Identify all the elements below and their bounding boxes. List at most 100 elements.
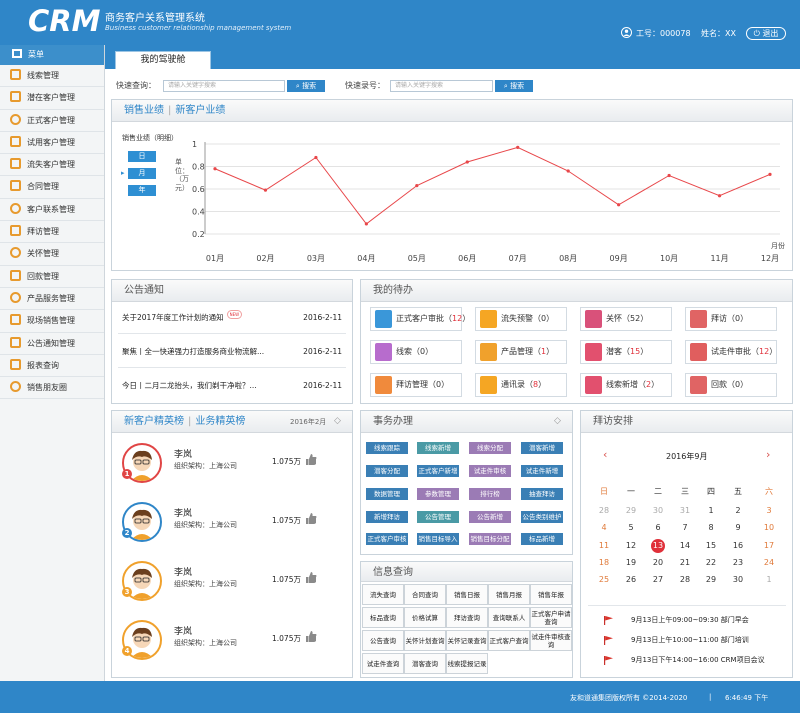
affair-tag[interactable]: 正式客户审核 bbox=[366, 533, 408, 545]
calendar-day[interactable]: 6 bbox=[655, 523, 661, 532]
next-month-icon[interactable]: › bbox=[766, 448, 771, 461]
info-query-cell[interactable]: 试走件审核查询 bbox=[530, 630, 572, 651]
info-query-cell[interactable]: 正式客户查询 bbox=[488, 630, 530, 651]
affair-tag[interactable]: 参数管理 bbox=[417, 488, 459, 500]
sidebar-item-customer-contact[interactable]: 客户联系管理 bbox=[0, 199, 104, 222]
affair-tag[interactable]: 试走件审核 bbox=[469, 465, 511, 477]
info-query-cell[interactable]: 公告查询 bbox=[362, 630, 404, 651]
info-query-cell[interactable]: 关怀记录查询 bbox=[446, 630, 488, 651]
calendar-day[interactable]: 23 bbox=[732, 558, 744, 567]
calendar-day[interactable]: 20 bbox=[652, 558, 664, 567]
todo-item[interactable]: 产品管理（1） bbox=[475, 340, 567, 364]
ranking-member[interactable]: 4 李岚 组织架构：上海公司 1.075万 bbox=[122, 620, 347, 668]
sidebar-header[interactable]: 菜单 bbox=[0, 45, 104, 65]
info-query-cell[interactable]: 拜访查询 bbox=[446, 607, 488, 628]
affair-tag[interactable]: 正式客户新增 bbox=[417, 465, 459, 477]
info-query-cell[interactable]: 正式客户申请查询 bbox=[530, 607, 572, 628]
sidebar-item-leads[interactable]: 线索管理 bbox=[0, 65, 104, 88]
calendar-day[interactable]: 8 bbox=[708, 523, 714, 532]
sidebar-item-product-service[interactable]: 产品服务管理 bbox=[0, 288, 104, 311]
calendar-day[interactable]: 1 bbox=[766, 575, 772, 584]
calendar-day[interactable]: 5 bbox=[628, 523, 634, 532]
sidebar-item-reports[interactable]: 报表查询 bbox=[0, 355, 104, 378]
calendar-day[interactable]: 15 bbox=[705, 541, 717, 550]
sidebar-item-trial-customers[interactable]: 试用客户管理 bbox=[0, 132, 104, 155]
notice-item[interactable]: 关于2017年度工作计划的通知 NEW 2016-2-11 bbox=[122, 310, 342, 326]
info-query-cell[interactable]: 价格试算 bbox=[404, 607, 446, 628]
ranking-member[interactable]: 2 李岚 组织架构：上海公司 1.075万 bbox=[122, 502, 347, 550]
period-month-button[interactable]: 月 bbox=[128, 168, 156, 179]
calendar-day[interactable]: 26 bbox=[625, 575, 637, 584]
affair-tag[interactable]: 潜客分配 bbox=[366, 465, 408, 477]
todo-item[interactable]: 流失预警（0） bbox=[475, 307, 567, 331]
info-query-cell[interactable]: 试走件查询 bbox=[362, 653, 404, 674]
info-query-cell[interactable]: 流失查询 bbox=[362, 584, 404, 605]
calendar-day[interactable]: 17 bbox=[763, 541, 775, 550]
schedule-item[interactable]: 9月13日上午10:00~11:00 部门培训 bbox=[604, 634, 749, 646]
calendar-day[interactable]: 29 bbox=[625, 506, 637, 515]
affair-tag[interactable]: 数据管理 bbox=[366, 488, 408, 500]
calendar-day[interactable]: 18 bbox=[598, 558, 610, 567]
exit-button[interactable]: ⏻ 退出 bbox=[746, 27, 786, 40]
sidebar-item-formal-customers[interactable]: 正式客户管理 bbox=[0, 110, 104, 132]
info-query-cell[interactable]: 销售月报 bbox=[488, 584, 530, 605]
affair-tag[interactable]: 公告管理 bbox=[417, 511, 459, 523]
calendar-day[interactable]: 7 bbox=[682, 523, 688, 532]
calendar-day[interactable]: 28 bbox=[598, 506, 610, 515]
calendar-day[interactable]: 22 bbox=[705, 558, 717, 567]
todo-item[interactable]: 拜访管理（0） bbox=[370, 373, 462, 397]
thumbs-up-icon[interactable] bbox=[306, 571, 317, 584]
period-year-button[interactable]: 年 bbox=[128, 185, 156, 196]
thumbs-up-icon[interactable] bbox=[306, 512, 317, 525]
todo-item[interactable]: 潜客（15） bbox=[580, 340, 672, 364]
info-query-cell[interactable]: 标品查询 bbox=[362, 607, 404, 628]
calendar-day-today[interactable]: 13 bbox=[651, 539, 665, 553]
calendar-day[interactable]: 4 bbox=[601, 523, 607, 532]
thumbs-up-icon[interactable] bbox=[306, 630, 317, 643]
todo-item[interactable]: 拜访（0） bbox=[685, 307, 777, 331]
schedule-item[interactable]: 9月13日上午09:00~09:30 部门早会 bbox=[604, 614, 749, 626]
calendar-day[interactable]: 19 bbox=[625, 558, 637, 567]
todo-item[interactable]: 线索（0） bbox=[370, 340, 462, 364]
quick-entry-input[interactable]: 请输入关键字搜索 bbox=[390, 80, 493, 92]
sidebar-item-contracts[interactable]: 合同管理 bbox=[0, 176, 104, 199]
calendar-day[interactable]: 12 bbox=[625, 541, 637, 550]
affair-tag[interactable]: 销售目标导入 bbox=[417, 533, 459, 545]
sidebar-item-announcements[interactable]: 公告通知管理 bbox=[0, 333, 104, 355]
todo-item[interactable]: 正式客户审批（12） bbox=[370, 307, 470, 331]
affair-tag[interactable]: 线索分配 bbox=[469, 442, 511, 454]
sidebar-item-lost-customers[interactable]: 流失客户管理 bbox=[0, 154, 104, 177]
quick-entry-search-button[interactable]: ⌕ 搜索 bbox=[495, 80, 533, 92]
info-query-cell[interactable]: 查询联系人 bbox=[488, 607, 530, 628]
affair-tag[interactable]: 排行榜 bbox=[469, 488, 511, 500]
affair-tag[interactable]: 线索新增 bbox=[417, 442, 459, 454]
sidebar-item-care[interactable]: 关怀管理 bbox=[0, 243, 104, 266]
info-query-cell[interactable]: 线索提报记录 bbox=[446, 653, 488, 674]
calendar-day[interactable]: 9 bbox=[735, 523, 741, 532]
info-query-cell[interactable]: 潜客查询 bbox=[404, 653, 446, 674]
todo-item[interactable]: 试走件审批（12） bbox=[685, 340, 777, 364]
schedule-item[interactable]: 9月13日下午14:00~16:00 CRM项目会议 bbox=[604, 654, 765, 666]
calendar-day[interactable]: 30 bbox=[732, 575, 744, 584]
sidebar-item-field-sales[interactable]: 现场销售管理 bbox=[0, 310, 104, 333]
calendar-day[interactable]: 25 bbox=[598, 575, 610, 584]
calendar-day[interactable]: 31 bbox=[679, 506, 691, 515]
tab-new-customer-performance[interactable]: 新客户业绩 bbox=[175, 105, 226, 116]
info-query-cell[interactable]: 关怀计划查询 bbox=[404, 630, 446, 651]
todo-item[interactable]: 回款（0） bbox=[685, 373, 777, 397]
calendar-day[interactable]: 1 bbox=[708, 506, 714, 515]
info-query-cell[interactable]: 销售日报 bbox=[446, 584, 488, 605]
calendar-day[interactable]: 16 bbox=[732, 541, 744, 550]
affair-tag[interactable]: 抽查拜访 bbox=[521, 488, 563, 500]
tab-new-customer-elite[interactable]: 新客户精英榜 bbox=[124, 416, 184, 427]
info-query-cell[interactable]: 合同查询 bbox=[404, 584, 446, 605]
affair-tag[interactable]: 销售目标分配 bbox=[469, 533, 511, 545]
calendar-day[interactable]: 28 bbox=[679, 575, 691, 584]
notice-item[interactable]: 聚焦丨全一快递强力打造服务商业物流解... 2016-2-11 bbox=[122, 344, 342, 360]
calendar-day[interactable]: 11 bbox=[598, 541, 610, 550]
ranking-member[interactable]: 3 李岚 组织架构：上海公司 1.075万 bbox=[122, 561, 347, 609]
expand-toggle-icon[interactable]: ◇ bbox=[554, 416, 561, 426]
ranking-member[interactable]: 1 李岚 组织架构：上海公司 1.075万 bbox=[122, 443, 347, 491]
calendar-day[interactable]: 21 bbox=[679, 558, 691, 567]
info-query-cell[interactable]: 销售年报 bbox=[530, 584, 572, 605]
